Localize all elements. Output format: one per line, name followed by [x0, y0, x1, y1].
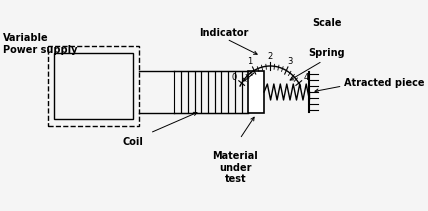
Text: 0: 0	[232, 73, 237, 82]
Text: Variable
Power supply: Variable Power supply	[3, 33, 77, 55]
Bar	[221, 71, 228, 113]
Bar	[228, 71, 235, 113]
Bar	[215, 71, 221, 113]
Text: Material
under
test: Material under test	[212, 151, 258, 184]
Text: 3: 3	[288, 57, 293, 66]
Text: 4: 4	[303, 73, 309, 82]
Bar	[188, 71, 195, 113]
Text: Atracted piece: Atracted piece	[344, 78, 425, 88]
Bar	[195, 71, 201, 113]
Text: 1: 1	[247, 57, 253, 66]
Bar	[201, 71, 208, 113]
Bar	[54, 53, 134, 119]
Text: Coil: Coil	[122, 137, 143, 147]
Bar	[242, 71, 248, 113]
Text: Spring: Spring	[309, 48, 345, 58]
Bar	[208, 71, 215, 113]
Text: Indicator: Indicator	[199, 28, 248, 38]
Text: Scale: Scale	[312, 18, 342, 28]
Bar	[248, 71, 264, 113]
Bar	[48, 46, 140, 126]
Bar	[235, 71, 242, 113]
Bar	[181, 71, 188, 113]
Bar	[174, 71, 181, 113]
Text: 2: 2	[268, 51, 273, 61]
